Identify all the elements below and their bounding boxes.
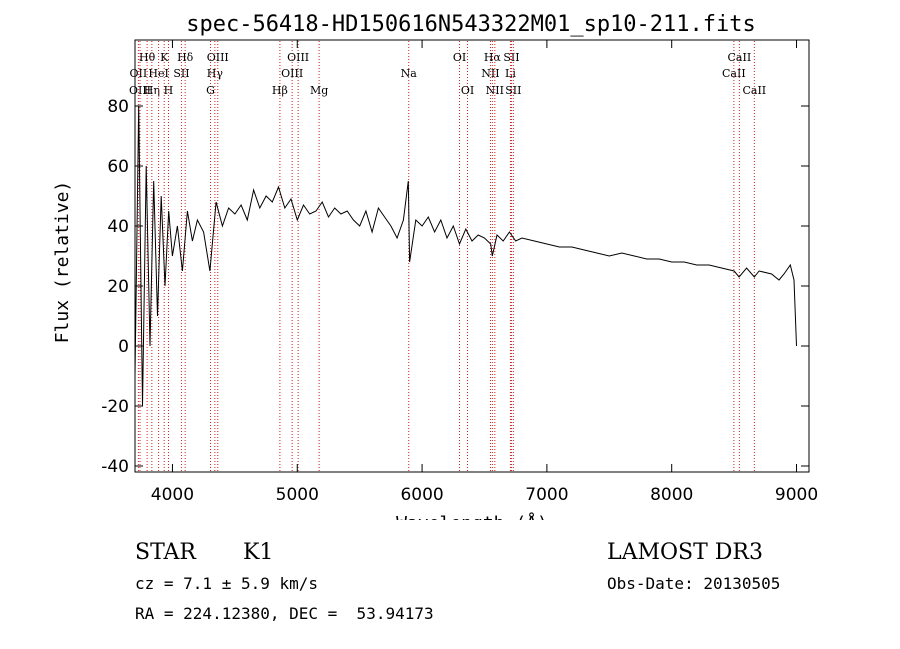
- object-class: STAR: [135, 540, 196, 565]
- line-label-4: HeI: [148, 67, 168, 80]
- y-tick-label-6: 80: [107, 97, 129, 117]
- line-label-0: Hθ: [139, 51, 156, 64]
- line-label-20: Hα: [484, 51, 502, 64]
- x-axis-label: Wavelength (Å): [396, 512, 548, 520]
- line-label-27: CaII: [742, 84, 766, 97]
- y-tick-label-3: 20: [107, 277, 129, 297]
- line-label-18: OI: [461, 84, 474, 97]
- line-label-7: SII: [173, 67, 189, 80]
- x-tick-label-4: 8000: [650, 485, 693, 505]
- chart-title: spec-56418-HD150616N543322M01_sp10-211.f…: [186, 12, 756, 37]
- line-label-25: CaII: [722, 67, 746, 80]
- line-label-24: SII: [505, 84, 521, 97]
- line-label-15: Mg: [310, 84, 328, 97]
- line-label-11: OIII: [207, 51, 229, 64]
- axes: 4000 5000 6000 7000 8000 9000 -40 -20 0 20 40 60 80: [101, 40, 818, 505]
- line-label-10: Hγ: [207, 67, 224, 80]
- y-tick-label-2: 0: [118, 337, 129, 357]
- line-label-2: OIII: [129, 84, 151, 97]
- emission-line-markers: HθOIIOIIIHηHeIKHSIIHδGHγOIIIHβOIIIOIIIMg…: [129, 41, 766, 471]
- spectrum-line-0: [134, 105, 797, 407]
- redshift-cz: cz = 7.1 ± 5.9 km/s: [135, 574, 319, 593]
- x-tick-label-1: 5000: [276, 485, 319, 505]
- spectrum-chart: spec-56418-HD150616N543322M01_sp10-211.f…: [52, 12, 818, 520]
- line-label-17: OI: [453, 51, 466, 64]
- x-tick-label-5: 9000: [775, 485, 818, 505]
- line-label-8: Hδ: [177, 51, 194, 64]
- plot-frame: [134, 39, 810, 473]
- line-label-21: NII: [486, 84, 504, 97]
- line-label-5: K: [160, 51, 169, 64]
- line-label-26: CaII: [728, 51, 752, 64]
- object-subclass: K1: [243, 540, 274, 565]
- line-label-19: NII: [481, 67, 499, 80]
- x-tick-label-2: 6000: [400, 485, 443, 505]
- y-tick-label-5: 60: [107, 157, 129, 177]
- x-tick-label-3: 7000: [525, 485, 568, 505]
- line-label-6: H: [164, 84, 174, 97]
- line-label-13: OIII: [281, 67, 303, 80]
- ra-dec-coordinates: RA = 224.12380, DEC = 53.94173: [135, 604, 434, 623]
- y-tick-label-1: -20: [101, 397, 129, 417]
- line-label-3: Hη: [144, 84, 160, 97]
- x-tick-label-0: 4000: [151, 485, 194, 505]
- line-label-1: OII: [130, 67, 148, 80]
- line-label-9: G: [206, 84, 215, 97]
- line-label-22: Li: [505, 67, 516, 80]
- survey-name: LAMOST DR3: [607, 540, 763, 565]
- line-label-12: Hβ: [272, 84, 288, 97]
- y-tick-label-4: 40: [107, 217, 129, 237]
- y-axis-label: Flux (relative): [52, 181, 73, 344]
- line-label-16: Na: [401, 67, 418, 80]
- line-label-14: OIII: [287, 51, 309, 64]
- spectrum-series: [134, 105, 797, 407]
- observation-date: Obs-Date: 20130505: [607, 574, 781, 593]
- line-label-23: SII: [503, 51, 519, 64]
- y-tick-label-0: -40: [101, 457, 129, 477]
